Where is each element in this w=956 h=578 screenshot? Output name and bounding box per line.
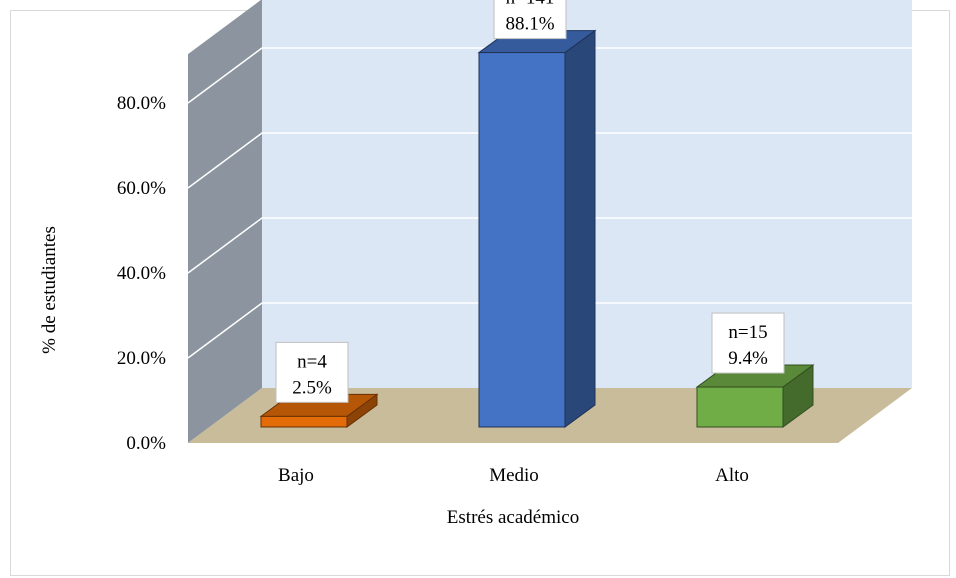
- x-tick-label: Medio: [489, 465, 539, 486]
- y-tick-label: 60.0%: [117, 178, 166, 199]
- bar-medio: [477, 29, 597, 428]
- gridlines: [187, 47, 912, 359]
- gridline: [187, 302, 912, 359]
- data-label-count: n=4: [297, 351, 327, 372]
- x-tick-label: Alto: [715, 465, 749, 486]
- side-wall: [188, 0, 262, 443]
- x-axis-categories: Bajo Medio Alto: [278, 465, 749, 486]
- data-label-alto: n=15 9.4%: [711, 312, 785, 374]
- data-label-bajo: n=4 2.5%: [275, 341, 349, 403]
- y-axis-title: % de estudiantes: [39, 226, 60, 354]
- data-label-percent: 88.1%: [505, 14, 554, 35]
- data-label-medio: n=141 88.1%: [493, 0, 567, 40]
- y-axis-ticks: 0.0% 20.0% 40.0% 60.0% 80.0%: [117, 93, 166, 454]
- x-tick-label: Bajo: [278, 465, 314, 486]
- y-tick-label: 0.0%: [126, 433, 166, 454]
- bar-alto: [695, 364, 815, 428]
- x-axis-title: Estrés académico: [447, 507, 579, 528]
- gridline: [187, 132, 912, 189]
- data-labels: n=4 2.5% n=141 88.1% n=15 9.4%: [275, 0, 785, 403]
- gridline: [187, 217, 912, 274]
- y-tick-label: 40.0%: [117, 263, 166, 284]
- gridline: [187, 47, 912, 104]
- data-label-percent: 2.5%: [292, 377, 332, 398]
- data-label-count: n=15: [728, 322, 767, 343]
- y-tick-label: 20.0%: [117, 348, 166, 369]
- data-label-count: n=141: [506, 0, 555, 9]
- data-label-percent: 9.4%: [728, 348, 768, 369]
- y-tick-label: 80.0%: [117, 93, 166, 114]
